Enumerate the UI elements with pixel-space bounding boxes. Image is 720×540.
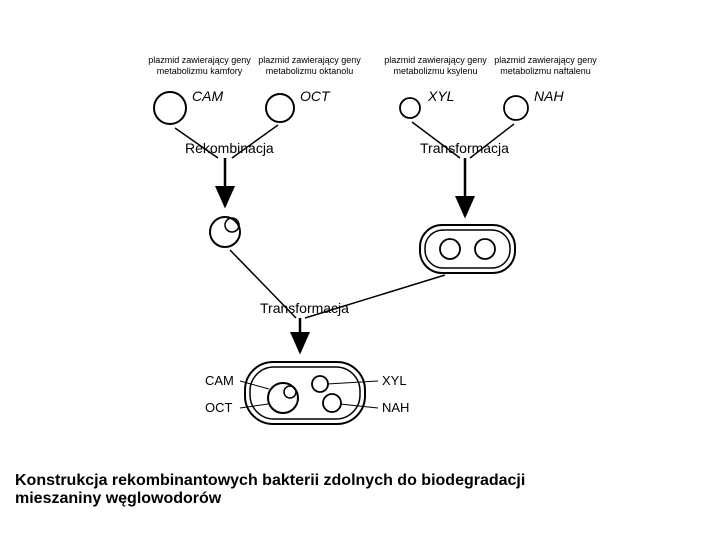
plasmid-xyl: [400, 98, 420, 118]
leader-nah: [340, 404, 378, 408]
plasmid-cam: [154, 92, 186, 124]
combined-plasmid-outer: [210, 217, 240, 247]
cell-xyl-nah-inner: [425, 230, 510, 268]
plasmid-nah: [504, 96, 528, 120]
plasmid-oct: [266, 94, 294, 122]
final-big-inner: [284, 386, 296, 398]
combined-plasmid-inner: [225, 218, 239, 232]
final-cell-outer: [245, 362, 365, 424]
final-cell-inner: [250, 367, 360, 419]
final-small-1: [312, 376, 328, 392]
leader-xyl: [327, 381, 378, 384]
cell-plasmid-2: [475, 239, 495, 259]
diagram-svg: [0, 0, 720, 540]
diagram-root: plazmid zawierający geny metabolizmu kam…: [0, 0, 720, 540]
cell-plasmid-1: [440, 239, 460, 259]
final-small-2: [323, 394, 341, 412]
arrow-from-combined: [230, 250, 296, 318]
arrow-from-xyl: [412, 122, 460, 158]
arrow-from-oct: [232, 125, 278, 158]
arrow-from-nah: [470, 124, 514, 158]
arrow-from-cell: [305, 275, 445, 318]
arrow-from-cam: [175, 128, 218, 158]
